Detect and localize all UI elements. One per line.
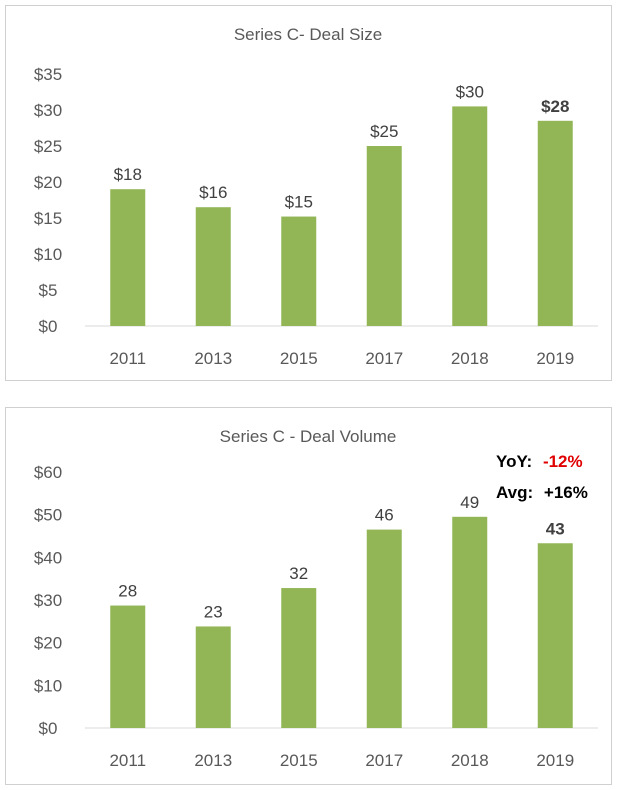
data-label-2018: $30 — [456, 82, 484, 101]
data-label-2011: $18 — [114, 165, 142, 184]
data-label-2018: 49 — [460, 493, 479, 512]
deal-size-chart: Series C- Deal Size $0 $5 $10 $15 $20 $25 $30 $… — [34, 25, 598, 368]
bar-2011 — [110, 605, 146, 728]
y-tick-label: $10 — [34, 676, 62, 695]
y-tick-label: $20 — [34, 634, 62, 653]
x-tick-label: 2018 — [451, 751, 489, 770]
y-tick-label: $40 — [34, 548, 62, 567]
x-tick-label: 2011 — [109, 349, 146, 368]
data-label-2017: $25 — [370, 122, 398, 141]
x-tick-label: 2019 — [536, 751, 574, 770]
avg-label: Avg: — [496, 483, 533, 502]
y-tick-label: $35 — [34, 65, 62, 84]
data-label-2017: 46 — [375, 506, 394, 525]
x-tick-label: 2017 — [365, 751, 403, 770]
x-tick-label: 2013 — [194, 751, 232, 770]
x-tick-label: 2018 — [451, 349, 489, 368]
data-label-2013: 23 — [204, 602, 223, 621]
bar-2019 — [537, 120, 573, 326]
bar-2017 — [366, 146, 402, 326]
y-tick-label: $10 — [34, 245, 62, 264]
y-tick-label: $20 — [34, 173, 62, 192]
data-label-2019: $28 — [541, 97, 569, 116]
bar-2017 — [366, 529, 402, 728]
y-tick-label: $0 — [39, 317, 58, 336]
y-tick-label: $0 — [39, 719, 58, 738]
y-tick-label: $25 — [34, 137, 62, 156]
x-tick-label: 2013 — [194, 349, 232, 368]
data-label-2011: 28 — [118, 582, 137, 601]
bar-2019 — [537, 543, 573, 728]
avg-annotation: Avg: +16% — [496, 483, 588, 502]
y-tick-label: $50 — [34, 506, 62, 525]
deal-volume-chart: Series C - Deal Volume $0 $10 $20 $30 $40 $50… — [34, 427, 598, 770]
bar-2015 — [281, 588, 317, 728]
yoy-label: YoY: — [496, 452, 532, 471]
bar-2013 — [195, 207, 231, 326]
bar-2011 — [110, 189, 146, 326]
y-tick-label: $30 — [34, 101, 62, 120]
data-label-2015: $15 — [285, 193, 313, 212]
x-tick-label: 2015 — [280, 349, 318, 368]
data-label-2019: 43 — [546, 519, 565, 538]
x-tick-label: 2017 — [365, 349, 403, 368]
y-tick-label: $5 — [39, 281, 58, 300]
y-tick-label: $30 — [34, 591, 62, 610]
y-tick-label: $15 — [34, 209, 62, 228]
bar-2018 — [452, 516, 488, 728]
x-tick-label: 2011 — [109, 751, 146, 770]
data-label-2013: $16 — [199, 183, 227, 202]
bar-2018 — [452, 106, 488, 327]
chart-title: Series C - Deal Volume — [220, 427, 397, 446]
bar-2013 — [195, 626, 231, 728]
yoy-value: -12% — [543, 452, 583, 471]
x-tick-label: 2015 — [280, 751, 318, 770]
x-tick-label: 2019 — [536, 349, 574, 368]
bar-2015 — [281, 216, 317, 326]
data-label-2015: 32 — [289, 564, 308, 583]
chart-title: Series C- Deal Size — [234, 25, 382, 44]
deal-volume-chart-panel: Series C - Deal Volume $0 $10 $20 $30 $40 $50… — [5, 407, 612, 785]
yoy-annotation: YoY: -12% — [496, 452, 583, 471]
y-tick-label: $60 — [34, 463, 62, 482]
deal-size-chart-panel: Series C- Deal Size $0 $5 $10 $15 $20 $25 $30 $… — [5, 5, 612, 381]
avg-value: +16% — [544, 483, 588, 502]
